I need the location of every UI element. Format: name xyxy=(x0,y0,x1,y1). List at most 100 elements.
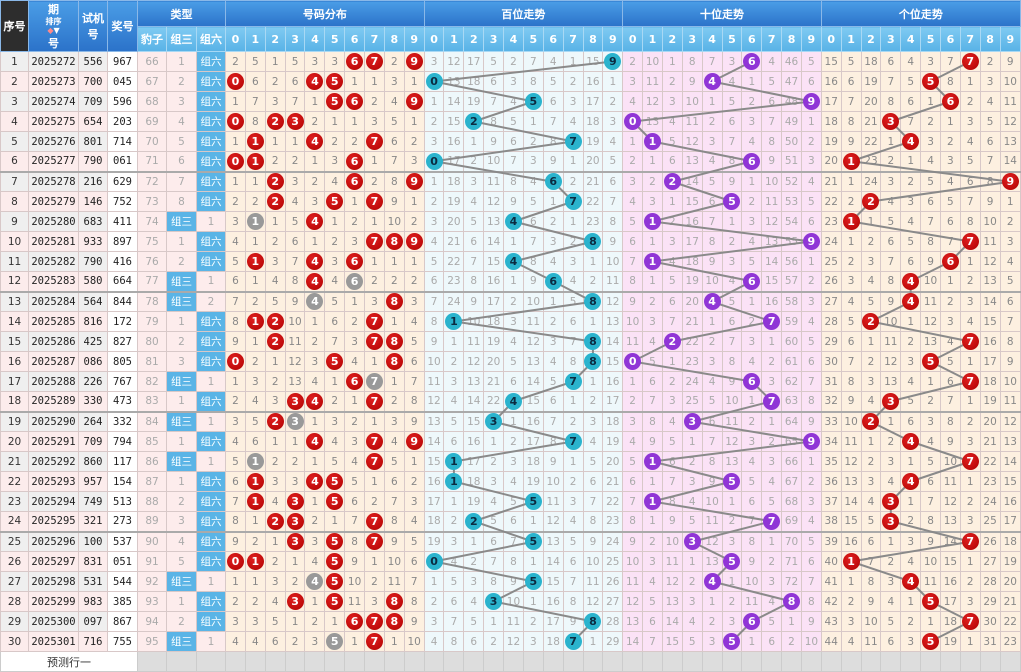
units-cell: 5 xyxy=(860,511,882,532)
dist-cell: 1 xyxy=(264,51,286,72)
forecast-cell[interactable] xyxy=(423,651,445,672)
tens-cell: 1 xyxy=(681,551,703,572)
row-prize-number: 473 xyxy=(107,391,138,412)
forecast-cell[interactable] xyxy=(364,651,385,672)
forecast-cell[interactable] xyxy=(443,651,465,672)
forecast-cell[interactable] xyxy=(959,651,981,672)
forecast-cell[interactable] xyxy=(939,651,961,672)
forecast-cell[interactable] xyxy=(622,651,644,672)
dist-cell: 5 xyxy=(403,530,425,552)
row-trial-number: 097 xyxy=(78,611,108,632)
forecast-cell[interactable] xyxy=(562,651,584,672)
forecast-cell[interactable] xyxy=(344,651,366,672)
forecast-cell[interactable] xyxy=(195,651,227,672)
type-cell-组六: 1 xyxy=(195,371,227,392)
header-dist-digit-4: 4 xyxy=(304,26,326,52)
row-seq: 15 xyxy=(0,331,29,352)
forecast-cell[interactable] xyxy=(642,651,663,672)
dist-ball: 0 xyxy=(226,152,244,170)
forecast-cell[interactable] xyxy=(383,651,405,672)
forecast-cell[interactable] xyxy=(761,651,783,672)
hundreds-cell: 17 xyxy=(602,391,624,412)
forecast-cell[interactable] xyxy=(483,651,505,672)
forecast-cell[interactable] xyxy=(781,651,802,672)
forecast-cell[interactable] xyxy=(741,651,763,672)
tens-cell: 4 xyxy=(741,131,763,152)
hundreds-ball: 8 xyxy=(584,333,602,350)
dist-cell: 8 xyxy=(383,611,405,632)
forecast-cell[interactable] xyxy=(503,651,524,672)
forecast-cell[interactable] xyxy=(681,651,703,672)
hundreds-cell: 1 xyxy=(522,511,544,532)
dist-ball: 4 xyxy=(306,272,324,290)
forecast-cell[interactable] xyxy=(602,651,624,672)
units-cell: 6 xyxy=(920,191,941,212)
forecast-cell[interactable] xyxy=(284,651,306,672)
forecast-cell[interactable] xyxy=(324,651,346,672)
dist-cell: 3 xyxy=(364,290,385,312)
forecast-cell[interactable] xyxy=(166,651,197,672)
tens-cell: 53 xyxy=(781,191,802,212)
units-cell: 5 xyxy=(939,191,961,212)
type-cell-豹子: 83 xyxy=(137,391,167,412)
header-issue[interactable]: 期 排序 ◆▼ 号 xyxy=(28,0,79,52)
forecast-cell[interactable] xyxy=(721,651,743,672)
tens-cell: 3 xyxy=(721,251,743,272)
dist-cell: 1 xyxy=(304,311,326,332)
forecast-cell[interactable] xyxy=(244,651,266,672)
table-row: 28 2025299 983 385 93 1 组六 2 2 4 3 1 5 11 3 8 8 2 6 4 3 10 1 16… xyxy=(0,591,1021,612)
hundreds-cell: 20 xyxy=(483,351,505,372)
forecast-cell[interactable] xyxy=(225,651,246,672)
forecast-cell[interactable] xyxy=(880,651,902,672)
row-trial-number: 531 xyxy=(78,571,108,592)
forecast-cell[interactable] xyxy=(463,651,485,672)
forecast-cell[interactable] xyxy=(860,651,882,672)
forecast-cell[interactable] xyxy=(522,651,544,672)
forecast-cell[interactable] xyxy=(920,651,941,672)
units-cell: 7 xyxy=(880,71,902,92)
row-trial-number: 556 xyxy=(78,51,108,72)
dist-cell: 6 xyxy=(244,431,266,452)
sort-icon[interactable]: 排序 ◆▼ xyxy=(45,17,62,35)
forecast-cell[interactable] xyxy=(542,651,564,672)
dist-cell: 6 xyxy=(225,271,246,292)
type-cell-豹子: 80 xyxy=(137,331,167,352)
tens-cell: 6 xyxy=(721,111,743,132)
tens-cell: 5 xyxy=(642,351,663,372)
forecast-cell[interactable] xyxy=(900,651,922,672)
forecast-cell[interactable] xyxy=(840,651,862,672)
units-cell: 17 xyxy=(820,91,842,112)
type-cell-组三: 组三 xyxy=(166,211,197,232)
tens-cell: 6 xyxy=(661,451,683,472)
dist-cell: 2 xyxy=(383,391,405,412)
row-prize-number: 051 xyxy=(107,551,138,572)
units-cell: 37 xyxy=(820,491,842,512)
dist-ball: 6 xyxy=(346,93,364,110)
forecast-cell[interactable] xyxy=(800,651,822,672)
forecast-cell[interactable] xyxy=(979,651,1001,672)
units-cell: 3 xyxy=(860,371,882,392)
forecast-cell[interactable] xyxy=(701,651,723,672)
tens-cell: 14 xyxy=(661,611,683,632)
hundreds-cell: 4 xyxy=(463,591,485,612)
units-cell: 24 xyxy=(979,491,1001,512)
dist-cell: 7 xyxy=(284,91,306,112)
forecast-cell[interactable] xyxy=(403,651,425,672)
dist-cell: 10 xyxy=(383,211,405,232)
forecast-cell[interactable] xyxy=(304,651,326,672)
dist-cell: 2 xyxy=(264,371,286,392)
type-cell-组三: 8 xyxy=(166,191,197,212)
forecast-cell[interactable] xyxy=(582,651,604,672)
forecast-cell[interactable] xyxy=(137,651,167,672)
dist-cell: 2 xyxy=(344,211,366,232)
hundreds-cell: 1 xyxy=(443,331,465,352)
forecast-cell[interactable] xyxy=(999,651,1021,672)
units-ball: 1 xyxy=(842,213,860,230)
forecast-cell[interactable] xyxy=(661,651,683,672)
units-cell: 7 xyxy=(999,311,1021,332)
row-seq: 1 xyxy=(0,51,29,72)
hundreds-ball: 9 xyxy=(604,53,622,70)
forecast-cell[interactable] xyxy=(820,651,842,672)
forecast-cell[interactable] xyxy=(264,651,286,672)
dist-cell: 5 xyxy=(324,551,346,572)
